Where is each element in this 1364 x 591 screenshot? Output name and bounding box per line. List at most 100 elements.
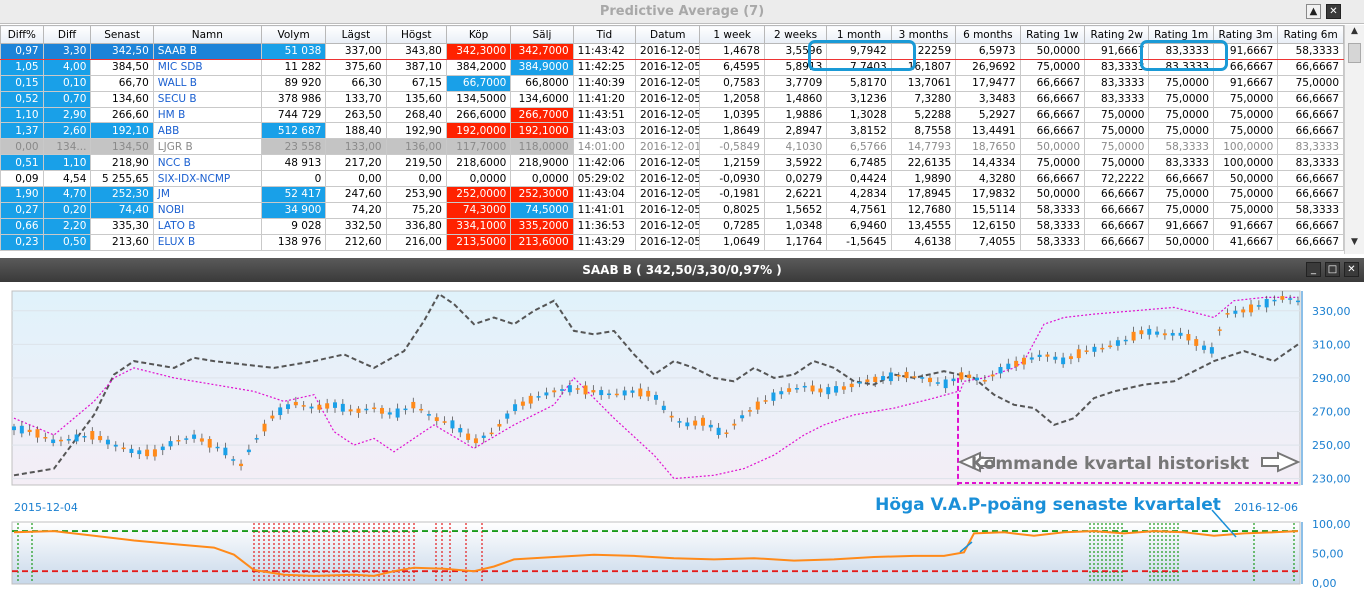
table-cell[interactable]: 1,1764 [763, 233, 828, 251]
table-cell[interactable]: 3,3483 [955, 90, 1021, 108]
table-cell[interactable]: 118,0000 [510, 138, 574, 156]
table-cell[interactable]: 17,9832 [955, 186, 1021, 203]
table-cell[interactable]: 192,1000 [510, 122, 574, 140]
table-cell[interactable]: 74,40 [90, 201, 154, 219]
column-header[interactable]: Diff [42, 25, 92, 44]
table-cell[interactable]: 83,3333 [1148, 43, 1214, 60]
table-cell[interactable]: 1,9890 [890, 170, 957, 188]
table-cell[interactable]: 0,20 [42, 201, 92, 219]
table-cell[interactable]: 3,7709 [763, 74, 828, 92]
table-cell[interactable]: 266,6000 [445, 106, 512, 124]
table-cell[interactable]: 11:41:20 [572, 90, 637, 108]
table-cell[interactable]: 11:43:42 [572, 43, 637, 60]
table-cell[interactable]: 83,3333 [1084, 90, 1150, 108]
table-cell[interactable]: 219,50 [385, 154, 447, 172]
table-cell[interactable]: 0,51 [0, 154, 44, 172]
column-header[interactable]: Sälj [510, 25, 574, 44]
table-cell[interactable]: 11:43:51 [572, 106, 637, 124]
table-cell[interactable]: 75,0000 [1212, 122, 1279, 140]
table-cell[interactable]: HM B [152, 106, 262, 124]
table-cell[interactable]: 0,4424 [826, 170, 892, 188]
column-header[interactable]: Diff% [0, 25, 44, 44]
table-row[interactable]: 0,97 3,30 342,50 SAAB B 51 038 337,00 343,80 34… [0, 43, 1344, 60]
table-row[interactable]: 0,27 0,20 74,40 NOBI 34 900 74,20 75,20 74,3000… [0, 201, 1344, 219]
table-cell[interactable]: 66,6667 [1019, 122, 1086, 140]
table-cell[interactable]: 0,50 [42, 233, 92, 251]
table-cell[interactable]: 334,1000 [445, 217, 512, 235]
table-cell[interactable]: 744 729 [260, 106, 327, 124]
table-cell[interactable]: 22,6135 [890, 154, 957, 172]
table-cell[interactable]: 2,20 [42, 217, 92, 235]
table-cell[interactable]: 5,2927 [955, 106, 1021, 124]
column-header[interactable]: Högst [385, 25, 447, 44]
table-cell[interactable]: 66,6667 [1277, 233, 1344, 251]
table-cell[interactable]: 11:43:29 [572, 233, 637, 251]
table-cell[interactable]: 66,6667 [1277, 217, 1344, 235]
table-cell[interactable]: 0,0279 [763, 170, 828, 188]
table-cell[interactable]: 2,60 [42, 122, 92, 140]
table-cell[interactable]: 4,00 [42, 58, 92, 76]
table-cell[interactable]: 2016-12-05 [635, 170, 701, 188]
table-cell[interactable]: 23 558 [260, 138, 327, 156]
collapse-button[interactable]: ▲ [1306, 4, 1321, 19]
table-cell[interactable]: 337,00 [325, 43, 387, 60]
table-row[interactable]: 1,10 2,90 266,60 HM B 744 729 263,50 268,40 266… [0, 106, 1344, 124]
table-cell[interactable]: 1,0395 [699, 106, 765, 124]
table-cell[interactable]: 50,0000 [1148, 233, 1214, 251]
table-cell[interactable]: 1,10 [42, 154, 92, 172]
table-cell[interactable]: 66,6667 [1019, 74, 1086, 92]
column-header[interactable]: 1 week [699, 25, 765, 44]
table-cell[interactable]: 342,50 [90, 43, 154, 60]
table-cell[interactable]: 133,00 [325, 138, 387, 156]
table-cell[interactable]: 0,10 [42, 74, 92, 92]
table-cell[interactable]: 263,50 [325, 106, 387, 124]
table-cell[interactable]: 1,2058 [699, 90, 765, 108]
table-cell[interactable]: 66,7000 [445, 74, 512, 92]
table-cell[interactable]: 134,50 [90, 138, 154, 156]
table-cell[interactable]: 50,0000 [1019, 43, 1086, 60]
table-cell[interactable]: 0,52 [0, 90, 44, 108]
table-row[interactable]: 1,05 4,00 384,50 MIC SDB 11 282 375,60 387,10 3… [0, 58, 1344, 76]
table-cell[interactable]: 6,7485 [826, 154, 892, 172]
table-cell[interactable]: 51 038 [260, 43, 327, 60]
table-cell[interactable]: 3,5596 [763, 43, 828, 60]
table-cell[interactable]: 384,9000 [510, 58, 574, 76]
table-cell[interactable]: 192,90 [385, 122, 447, 140]
table-cell[interactable]: ABB [152, 122, 262, 140]
table-cell[interactable]: 75,0000 [1212, 90, 1279, 108]
table-cell[interactable]: 34 900 [260, 201, 327, 219]
table-cell[interactable]: 4,54 [42, 170, 92, 188]
scroll-thumb[interactable] [1348, 43, 1361, 63]
table-row[interactable]: 0,09 4,54 5 255,65 SIX-IDX-NCMP 0 0,00 0,00 0,0… [0, 170, 1344, 188]
table-cell[interactable]: 48 913 [260, 154, 327, 172]
table-cell[interactable]: 2,6221 [763, 186, 828, 203]
table-cell[interactable]: 66,8000 [510, 74, 574, 92]
table-cell[interactable]: 0,8025 [699, 201, 765, 219]
table-cell[interactable]: 378 986 [260, 90, 327, 108]
table-cell[interactable]: 72,2222 [1084, 170, 1150, 188]
table-cell[interactable]: 66,6667 [1019, 106, 1086, 124]
column-header[interactable]: Lägst [325, 25, 387, 44]
table-cell[interactable]: 3,30 [42, 43, 92, 60]
table-cell[interactable]: 12,7680 [890, 201, 957, 219]
table-cell[interactable]: 91,6667 [1084, 43, 1150, 60]
table-cell[interactable]: 2016-12-05 [635, 122, 701, 140]
table-cell[interactable]: 2,90 [42, 106, 92, 124]
table-cell[interactable]: 0,15 [0, 74, 44, 92]
table-cell[interactable]: 15,5114 [955, 201, 1021, 219]
chart-area[interactable]: 230,00 250,00 270,00 290,00 310,00 330,00 0,00… [0, 282, 1364, 591]
table-cell[interactable]: 1,37 [0, 122, 44, 140]
table-cell[interactable]: 66,30 [325, 74, 387, 92]
table-cell[interactable]: 58,3333 [1019, 201, 1086, 219]
table-cell[interactable]: 133,70 [325, 90, 387, 108]
table-cell[interactable]: 188,40 [325, 122, 387, 140]
table-cell[interactable]: 1,3028 [826, 106, 892, 124]
table-cell[interactable]: LATO B [152, 217, 262, 235]
table-cell[interactable]: 91,6667 [1148, 217, 1214, 235]
table-row[interactable]: 0,00 134... 134,50 LJGR B 23 558 133,00 136,00… [0, 138, 1344, 156]
minimize-icon[interactable]: _ [1306, 262, 1321, 277]
table-cell[interactable]: 216,00 [385, 233, 447, 251]
table-cell[interactable]: SAAB B [152, 43, 262, 60]
table-cell[interactable]: 0,0000 [510, 170, 574, 188]
table-cell[interactable]: 4,3280 [955, 170, 1021, 188]
